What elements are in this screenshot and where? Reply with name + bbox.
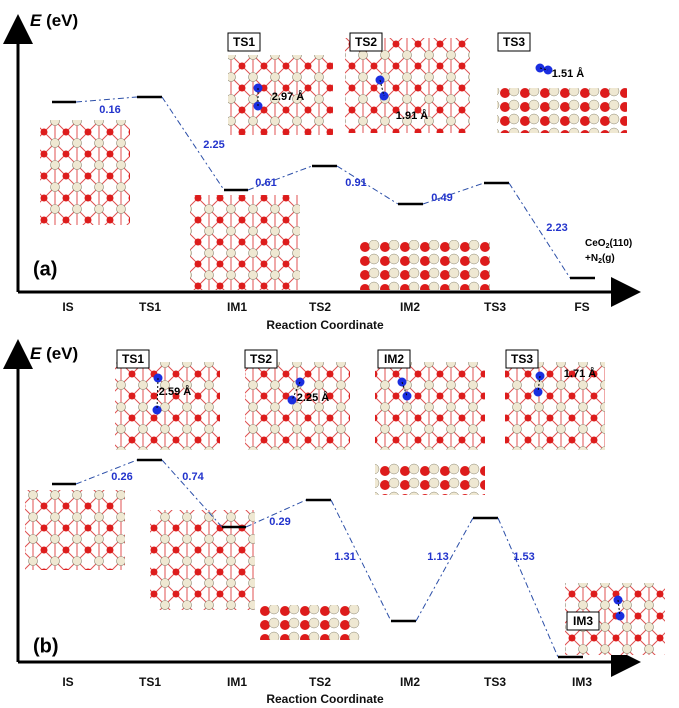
structure-image (190, 195, 300, 290)
energy-symbol: E (30, 344, 42, 363)
structure-image (25, 490, 125, 570)
state-label: IM1 (227, 300, 247, 314)
panel-label: (a) (33, 258, 57, 280)
state-label: IS (62, 300, 73, 314)
structure-image (360, 240, 490, 290)
structure-label: TS2 (250, 352, 272, 366)
barrier-label: 0.61 (255, 177, 276, 189)
product-text: +N (585, 253, 598, 264)
structure-image (260, 605, 360, 640)
barrier-label: 0.26 (111, 471, 132, 483)
structure-image (497, 88, 627, 133)
structure-image (40, 120, 130, 225)
x-axis-title: Reaction Coordinate (266, 318, 384, 332)
bond-distance: 1.91 Å (396, 109, 428, 122)
bond-distance: 2.97 Å (272, 90, 304, 103)
structure-label: TS1 (122, 352, 144, 366)
barrier-label: 0.16 (99, 104, 120, 116)
structure-label: TS1 (233, 35, 255, 49)
product-label: +N2(g) (585, 253, 615, 265)
state-label: TS3 (484, 300, 506, 314)
x-axis-title: Reaction Coordinate (266, 692, 384, 706)
energy-diagram-figure: E (eV) (a) Reaction Coordinate IS TS1 IM1 TS2 I… (0, 0, 679, 708)
structure-label: TS3 (511, 352, 533, 366)
structure-image (245, 362, 350, 450)
bond-distance: 1.51 Å (552, 67, 584, 80)
product-text: (110) (609, 238, 632, 249)
barrier-label: 1.31 (334, 551, 355, 563)
product-label: CeO2(110) (585, 238, 632, 250)
diagram: E (eV) (a) Reaction Coordinate IS TS1 IM1 TS2 I… (18, 11, 665, 706)
energy-symbol: E (30, 11, 42, 30)
bond-distance: 2.25 Å (297, 391, 329, 404)
state-label: TS1 (139, 675, 161, 689)
structure-label: IM2 (384, 352, 404, 366)
bond-distance: 1.71 Å (564, 367, 596, 380)
y-axis-title: E (eV) (30, 344, 78, 363)
barrier-label: 2.25 (203, 139, 224, 151)
state-label: IM2 (400, 300, 420, 314)
panel-label: (b) (33, 635, 59, 657)
bond-distance: 2.59 Å (159, 385, 191, 398)
structure-image (115, 362, 220, 450)
barrier-label: 0.29 (269, 516, 290, 528)
state-label: FS (574, 300, 589, 314)
structure-label: TS3 (503, 35, 525, 49)
energy-unit: (eV) (41, 11, 78, 30)
state-label: IM2 (400, 675, 420, 689)
state-label: IS (62, 675, 73, 689)
barrier-label: 1.13 (427, 551, 448, 563)
state-label: TS2 (309, 300, 331, 314)
barrier-label: 0.91 (345, 177, 366, 189)
y-axis-title: E (eV) (30, 11, 78, 30)
state-label: IM3 (572, 675, 592, 689)
product-text: CeO (585, 238, 606, 249)
connector (498, 518, 558, 657)
structure-image (150, 510, 255, 610)
structure-image (375, 362, 485, 450)
barrier-label: 2.23 (546, 222, 567, 234)
connector (76, 97, 137, 102)
structure-label: IM3 (573, 614, 593, 628)
structure-label: TS2 (355, 35, 377, 49)
structure-image (375, 462, 485, 495)
barrier-label: 1.53 (513, 551, 534, 563)
state-label: TS3 (484, 675, 506, 689)
state-label: TS2 (309, 675, 331, 689)
energy-unit: (eV) (41, 344, 78, 363)
state-label: IM1 (227, 675, 247, 689)
connector (416, 518, 473, 621)
barrier-label: 0.49 (431, 192, 452, 204)
barrier-label: 0.74 (182, 471, 204, 483)
product-text: (g) (602, 253, 615, 264)
state-label: TS1 (139, 300, 161, 314)
